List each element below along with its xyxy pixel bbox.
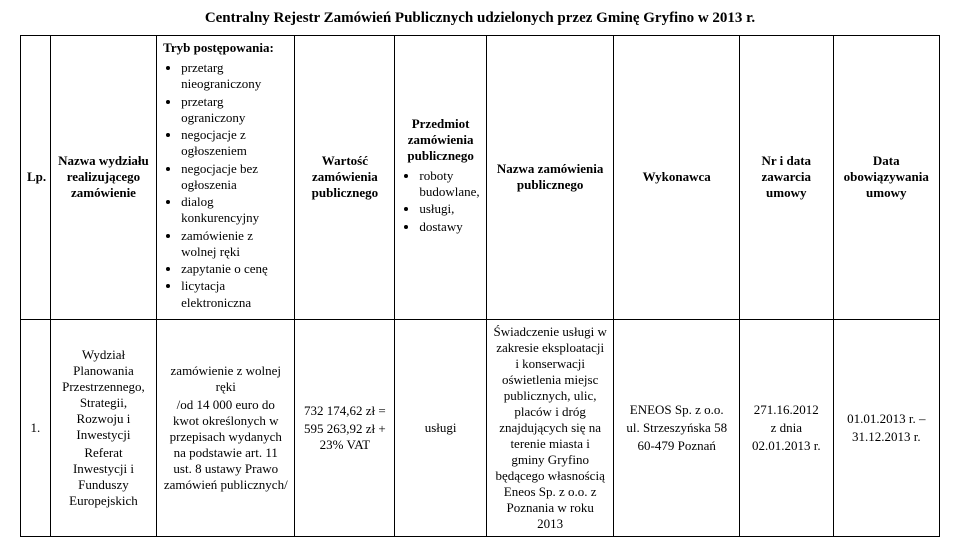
wykonawca-l3: 60-479 Poznań — [620, 438, 733, 454]
col-wykonawca: Wykonawca — [614, 36, 740, 320]
cell-przedmiot: usługi — [395, 319, 486, 536]
umowa-l3: 02.01.2013 r. — [746, 438, 827, 454]
cell-data-obow: 01.01.2013 r. – 31.12.2013 r. — [833, 319, 939, 536]
przedmiot-opt: usługi, — [419, 201, 479, 217]
col-data-obow: Data obowiązywania umowy — [833, 36, 939, 320]
data-obow-l2: 31.12.2013 r. — [840, 429, 933, 445]
wartosc-l2: 595 263,92 zł + 23% VAT — [301, 421, 388, 453]
col-przedmiot: Przedmiot zamówienia publicznego roboty … — [395, 36, 486, 320]
col-lp: Lp. — [21, 36, 51, 320]
referat-name: Referat Inwestycji i Funduszy Europejski… — [57, 445, 150, 509]
col-tryb-heading: Tryb postępowania: — [163, 40, 288, 56]
tryb-opt: licytacja elektroniczna — [181, 278, 288, 311]
col-nr-data: Nr i data zawarcia umowy — [739, 36, 833, 320]
page-title: Centralny Rejestr Zamówień Publicznych u… — [20, 10, 940, 27]
col-nazwa-wydzialu: Nazwa wydziału realizującego zamówienie — [50, 36, 156, 320]
col-przedmiot-heading: Przedmiot zamówienia publicznego — [401, 116, 479, 164]
przedmiot-options-list: roboty budowlane, usługi, dostawy — [401, 168, 479, 235]
cell-tryb: zamówienie z wolnej ręki /od 14 000 euro… — [157, 319, 295, 536]
data-obow-l1: 01.01.2013 r. – — [840, 411, 933, 427]
tryb-opt: negocjacje z ogłoszeniem — [181, 127, 288, 160]
tryb-opt: zapytanie o cenę — [181, 261, 288, 277]
przedmiot-opt: dostawy — [419, 219, 479, 235]
wartosc-l1: 732 174,62 zł = — [301, 403, 388, 419]
cell-umowa: 271.16.2012 z dnia 02.01.2013 r. — [739, 319, 833, 536]
tryb-note: /od 14 000 euro do kwot określonych w pr… — [163, 397, 288, 493]
wykonawca-l2: ul. Strzeszyńska 58 — [620, 420, 733, 436]
przedmiot-opt: roboty budowlane, — [419, 168, 479, 201]
tryb-opt: negocjacje bez ogłoszenia — [181, 161, 288, 194]
tryb-opt: zamówienie z wolnej ręki — [181, 228, 288, 261]
table-row: 1. Wydział Planowania Przestrzennego, St… — [21, 319, 940, 536]
col-wartosc: Wartość zamówienia publicznego — [295, 36, 395, 320]
umowa-l2: z dnia — [746, 420, 827, 436]
wykonawca-l1: ENEOS Sp. z o.o. — [620, 402, 733, 418]
col-nazwa-zam: Nazwa zamówienia publicznego — [486, 36, 614, 320]
tryb-opt: przetarg nieograniczony — [181, 60, 288, 93]
cell-wartosc: 732 174,62 zł = 595 263,92 zł + 23% VAT — [295, 319, 395, 536]
register-table: Lp. Nazwa wydziału realizującego zamówie… — [20, 35, 940, 537]
tryb-options-list: przetarg nieograniczony przetarg ogranic… — [163, 60, 288, 311]
umowa-l1: 271.16.2012 — [746, 402, 827, 418]
cell-wydzial: Wydział Planowania Przestrzennego, Strat… — [50, 319, 156, 536]
col-tryb: Tryb postępowania: przetarg nieograniczo… — [157, 36, 295, 320]
cell-wykonawca: ENEOS Sp. z o.o. ul. Strzeszyńska 58 60-… — [614, 319, 740, 536]
tryb-opt: przetarg ograniczony — [181, 94, 288, 127]
table-header-row: Lp. Nazwa wydziału realizującego zamówie… — [21, 36, 940, 320]
tryb-opt: dialog konkurencyjny — [181, 194, 288, 227]
cell-nazwa-zam: Świadczenie usługi w zakresie eksploatac… — [486, 319, 614, 536]
tryb-main: zamówienie z wolnej ręki — [163, 363, 288, 395]
cell-lp: 1. — [21, 319, 51, 536]
wydzial-name: Wydział Planowania Przestrzennego, Strat… — [57, 347, 150, 443]
